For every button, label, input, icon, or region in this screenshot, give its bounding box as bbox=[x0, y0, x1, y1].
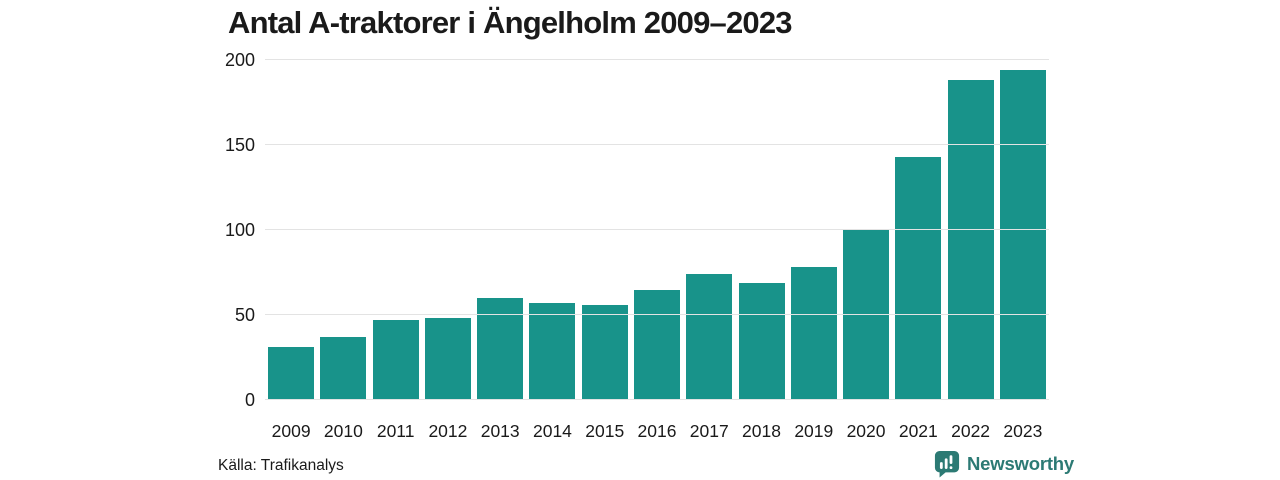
bar-2016 bbox=[633, 289, 680, 400]
x-tick-label-2019: 2019 bbox=[794, 421, 834, 441]
bars bbox=[265, 60, 1049, 400]
bar-2023 bbox=[999, 70, 1046, 400]
bar-slot-2014 bbox=[526, 60, 578, 400]
bar-slot-2023 bbox=[997, 60, 1049, 400]
x-tick-label-2023: 2023 bbox=[1003, 421, 1043, 441]
bar-slot-2011 bbox=[370, 60, 422, 400]
bar-slot-2010 bbox=[317, 60, 369, 400]
brand-lockup: Newsworthy bbox=[934, 450, 1074, 478]
y-axis: 0 50 100 150 200 bbox=[185, 50, 255, 410]
bar-slot-2013 bbox=[474, 60, 526, 400]
y-tick-label-200: 200 bbox=[224, 50, 255, 70]
x-tick-label-2014: 2014 bbox=[532, 421, 572, 441]
x-tick-label-2021: 2021 bbox=[898, 421, 938, 441]
bar-2011 bbox=[372, 320, 419, 400]
x-tick-label-2013: 2013 bbox=[480, 421, 520, 441]
bar-slot-2022 bbox=[944, 60, 996, 400]
bar-2020 bbox=[843, 230, 890, 400]
bar-2009 bbox=[268, 347, 315, 400]
gridline-0 bbox=[265, 399, 1049, 400]
bar-slot-2018 bbox=[735, 60, 787, 400]
y-tick-label-0: 0 bbox=[244, 390, 255, 410]
x-axis: 2009 2010 2011 2012 2013 2014 2015 2016 2017 2018… bbox=[265, 421, 1049, 442]
x-tick-label-2020: 2020 bbox=[846, 421, 886, 441]
y-tick-label-50: 50 bbox=[234, 305, 255, 325]
bar-slot-2017 bbox=[683, 60, 735, 400]
brand-name: Newsworthy bbox=[967, 453, 1074, 474]
bar-2014 bbox=[529, 303, 576, 400]
bar-slot-2021 bbox=[892, 60, 944, 400]
bar-2018 bbox=[738, 282, 785, 400]
bar-slot-2015 bbox=[579, 60, 631, 400]
bar-2019 bbox=[790, 267, 837, 400]
y-tick-label-100: 100 bbox=[224, 220, 255, 240]
x-tick-label-2018: 2018 bbox=[742, 421, 781, 441]
bar-2015 bbox=[581, 304, 628, 400]
bar-2017 bbox=[686, 274, 733, 400]
x-tick-label-2017: 2017 bbox=[689, 421, 729, 441]
gridline-200 bbox=[265, 59, 1049, 60]
newsworthy-logo-icon bbox=[934, 450, 960, 478]
bar-2010 bbox=[320, 337, 367, 400]
x-tick-label-2012: 2012 bbox=[428, 421, 468, 441]
x-tick-label-2010: 2010 bbox=[323, 421, 363, 441]
bar-slot-2012 bbox=[422, 60, 474, 400]
bar-slot-2019 bbox=[788, 60, 840, 400]
plot-area bbox=[265, 59, 1049, 400]
bar-2022 bbox=[947, 80, 994, 400]
gridline-150 bbox=[265, 144, 1049, 145]
source-caption: Källa: Trafikanalys bbox=[218, 457, 344, 474]
y-tick-label-150: 150 bbox=[224, 135, 255, 155]
bar-slot-2016 bbox=[631, 60, 683, 400]
x-tick-label-2011: 2011 bbox=[376, 421, 415, 441]
x-tick-label-2022: 2022 bbox=[951, 421, 991, 441]
x-tick-label-2009: 2009 bbox=[271, 421, 311, 441]
bar-slot-2020 bbox=[840, 60, 892, 400]
chart-title: Antal A-traktorer i Ängelholm 2009–2023 bbox=[228, 5, 793, 40]
bar-2021 bbox=[895, 156, 942, 400]
bar-slot-2009 bbox=[265, 60, 317, 400]
x-tick-label-2016: 2016 bbox=[637, 421, 677, 441]
bar-2012 bbox=[424, 318, 471, 400]
x-tick-label-2015: 2015 bbox=[585, 421, 625, 441]
gridline-100 bbox=[265, 229, 1049, 230]
bar-2013 bbox=[477, 298, 524, 400]
gridline-50 bbox=[265, 314, 1049, 315]
